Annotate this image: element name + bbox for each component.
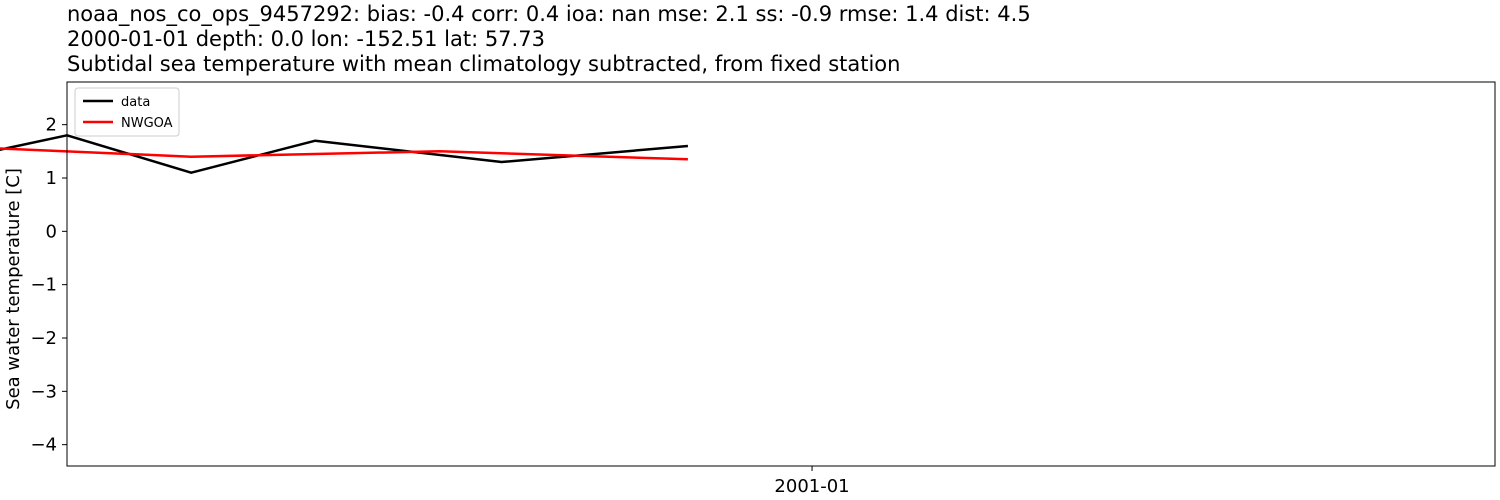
x-tick-label: 2001-01: [774, 476, 849, 497]
legend: data NWGOA: [74, 87, 180, 137]
plot-area-frame: [66, 81, 1496, 467]
y-tick-label: −2: [30, 328, 57, 349]
y-axis-label: Sea water temperature [C]: [3, 168, 24, 410]
title-location-line: 2000-01-01 depth: 0.0 lon: -152.51 lat: …: [67, 27, 545, 51]
y-tick-label: 0: [46, 221, 57, 242]
y-tick-label: 1: [46, 168, 57, 189]
title-description-line: Subtidal sea temperature with mean clima…: [67, 52, 901, 76]
title-stats-line: noaa_nos_co_ops_9457292: bias: -0.4 corr…: [67, 2, 1031, 26]
y-axis: 2 1 0 −1 −2 −3 −4: [30, 115, 67, 456]
y-tick-label: −4: [30, 435, 57, 456]
y-tick-label: −3: [30, 381, 57, 402]
y-tick-label: 2: [46, 115, 57, 136]
series-layer: [0, 134, 689, 174]
chart-title: noaa_nos_co_ops_9457292: bias: -0.4 corr…: [67, 2, 1031, 77]
legend-label-nwgoa: NWGOA: [121, 116, 173, 131]
y-tick-label: −1: [30, 275, 57, 296]
x-axis: 2000-012000-032000-052000-072000-092000-…: [774, 466, 850, 497]
series-line-nwgoa: [0, 147, 688, 161]
legend-label-data: data: [121, 95, 150, 110]
